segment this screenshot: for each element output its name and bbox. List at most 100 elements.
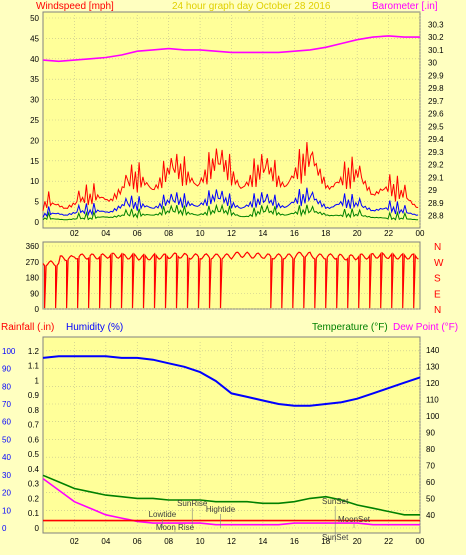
barometer-tick-label: 29.4 xyxy=(428,135,444,144)
compass-label: S xyxy=(434,274,441,285)
temperature-tick-label: 110 xyxy=(426,396,439,405)
humidity-tick-label: 60 xyxy=(2,418,11,427)
wind-direction-line xyxy=(42,251,419,309)
humidity-tick-label: 0 xyxy=(2,524,7,533)
barometer-tick-label: 29.2 xyxy=(428,161,444,170)
temperature-tick-label: 80 xyxy=(426,445,435,454)
wind-tick-label: 40 xyxy=(30,55,39,64)
humidity-tick-label: 40 xyxy=(2,453,11,462)
wind-tick-label: 50 xyxy=(30,14,39,23)
humidity-tick-label: 70 xyxy=(2,400,11,409)
wind-tick-label: 25 xyxy=(30,116,39,125)
rain-tick-label: 0.4 xyxy=(28,465,40,474)
wind-x-tick-label: 16 xyxy=(290,229,299,238)
wind-tick-label: 0 xyxy=(35,218,40,227)
humidity-x-tick-label: 18 xyxy=(321,537,330,546)
humidity-tick-label: 20 xyxy=(2,489,11,498)
rain-tick-label: 1 xyxy=(35,376,40,385)
annotation-label: Hightide xyxy=(206,505,236,514)
humidity-x-tick-label: 00 xyxy=(416,537,425,546)
wind-x-tick-label: 22 xyxy=(384,229,393,238)
barometer-tick-label: 29.1 xyxy=(428,173,444,182)
humidity-x-tick-label: 08 xyxy=(164,537,173,546)
direction-tick-label: 180 xyxy=(26,274,40,283)
wind-tick-label: 5 xyxy=(35,198,40,207)
rainfall-axis-label: Rainfall (.in) xyxy=(1,322,54,333)
rain-tick-label: 0 xyxy=(35,524,40,533)
temperature-tick-label: 120 xyxy=(426,379,440,388)
barometer-tick-label: 29.8 xyxy=(428,84,444,93)
temperature-line xyxy=(42,474,420,516)
direction-panel xyxy=(42,241,421,310)
rain-tick-label: 0.6 xyxy=(28,435,40,444)
wind-x-tick-label: 14 xyxy=(258,229,267,238)
dewpoint-line xyxy=(42,477,420,526)
wind-x-tick-label: 20 xyxy=(353,229,362,238)
direction-tick-label: 90 xyxy=(30,289,39,298)
wind-speed-line xyxy=(42,187,419,218)
rain-tick-label: 0.5 xyxy=(28,450,40,459)
wind-x-tick-label: 18 xyxy=(321,229,330,238)
wind-tick-label: 45 xyxy=(30,34,39,43)
temperature-tick-label: 90 xyxy=(426,429,435,438)
wind-x-tick-label: 06 xyxy=(133,229,142,238)
wind-tick-label: 35 xyxy=(30,75,39,84)
compass-label: E xyxy=(434,289,441,300)
humidity-tick-label: 80 xyxy=(2,382,11,391)
barometer-tick-label: 29 xyxy=(428,186,437,195)
humidity-tick-label: 100 xyxy=(2,347,16,356)
annotation-label: Moon Rise xyxy=(156,523,195,532)
temperature-tick-label: 100 xyxy=(426,412,440,421)
humidity-x-tick-label: 22 xyxy=(384,537,393,546)
barometer-tick-label: 29.5 xyxy=(428,122,444,131)
humidity-x-tick-label: 12 xyxy=(227,537,236,546)
rain-tick-label: 0.8 xyxy=(28,406,40,415)
humidity-x-tick-label: 20 xyxy=(353,537,362,546)
wind-x-tick-label: 10 xyxy=(196,229,205,238)
wind-x-tick-label: 12 xyxy=(227,229,236,238)
direction-tick-label: 360 xyxy=(26,242,40,251)
annotation-label: SunSet xyxy=(322,497,349,506)
barometer-tick-label: 30.3 xyxy=(428,20,444,29)
rain-tick-label: 1.1 xyxy=(28,362,40,371)
humidity-x-tick-label: 10 xyxy=(196,537,205,546)
temperature-tick-label: 40 xyxy=(426,511,435,520)
wind-x-tick-label: 04 xyxy=(101,229,110,238)
humidity-tick-label: 90 xyxy=(2,365,11,374)
temperature-tick-label: 60 xyxy=(426,478,435,487)
compass-label: N xyxy=(434,305,441,316)
dewpoint-axis-label: Dew Point (°F) xyxy=(393,322,458,333)
barometer-tick-label: 30.2 xyxy=(428,33,444,42)
rain-tick-label: 1.2 xyxy=(28,347,40,356)
annotation-label: MoonSet xyxy=(338,515,371,524)
wind-tick-label: 20 xyxy=(30,136,39,145)
rain-tick-label: 0.3 xyxy=(28,480,40,489)
rain-tick-label: 0.2 xyxy=(28,494,40,503)
wind-axis-label: Windspeed [mph] xyxy=(36,1,114,12)
temperature-tick-label: 140 xyxy=(426,346,440,355)
humidity-tick-label: 50 xyxy=(2,435,11,444)
graph-title: 24 hour graph day October 28 2016 xyxy=(172,1,331,12)
humidity-x-tick-label: 16 xyxy=(290,537,299,546)
barometer-tick-label: 29.7 xyxy=(428,97,444,106)
humidity-tick-label: 10 xyxy=(2,506,11,515)
humidity-x-tick-label: 06 xyxy=(133,537,142,546)
barometer-tick-label: 30.1 xyxy=(428,46,444,55)
wind-average-line xyxy=(42,203,419,221)
humidity-line xyxy=(42,355,421,407)
humidity-axis-label: Humidity (%) xyxy=(66,322,123,333)
barometer-tick-label: 30 xyxy=(428,59,437,68)
humidity-x-tick-label: 02 xyxy=(70,537,79,546)
barometer-axis-label: Barometer [.in] xyxy=(372,1,438,12)
barometer-tick-label: 28.9 xyxy=(428,199,444,208)
wind-tick-label: 30 xyxy=(30,96,39,105)
rain-tick-label: 0.7 xyxy=(28,421,40,430)
direction-tick-label: 270 xyxy=(26,258,40,267)
humidity-tick-label: 30 xyxy=(2,471,11,480)
temperature-axis-label: Temperature (°F) xyxy=(312,322,388,333)
humidity-x-tick-label: 04 xyxy=(101,537,110,546)
temperature-tick-label: 70 xyxy=(426,461,435,470)
annotation-label: SunRise xyxy=(177,499,208,508)
